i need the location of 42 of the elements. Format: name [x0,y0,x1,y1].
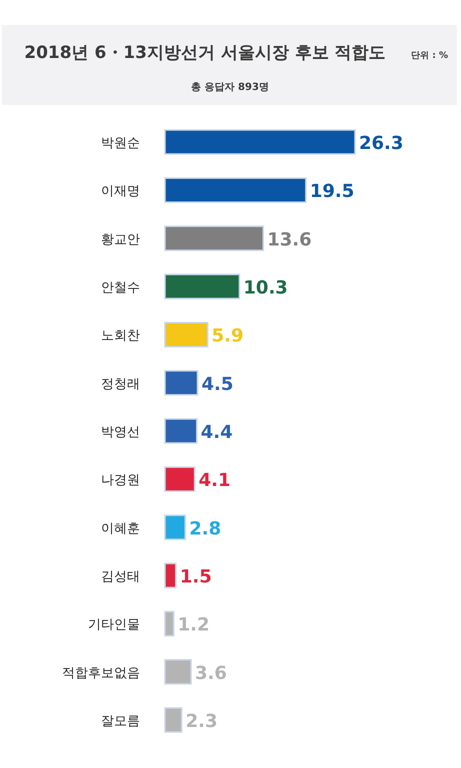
data-label: 1.2 [178,614,210,636]
bar [164,466,196,492]
bar [164,610,174,636]
y-tick-label: 황교안 [101,232,140,248]
y-tick-label: 박영선 [101,425,140,440]
y-tick-label: 정청래 [101,376,140,392]
chart-title: 2018년 6・13지방선거 서울시장 후보 적합도 [24,43,386,63]
data-label: 10.3 [243,278,288,298]
y-tick-label: 안철수 [101,280,140,296]
data-label: 4.1 [198,470,231,492]
chart-subtitle: 총 응답자 893명 [191,82,269,93]
bar [164,129,356,155]
y-tick-label: 김성태 [101,570,140,584]
y-tick-label: 나경원 [101,473,140,488]
bar [164,659,192,685]
bar [164,370,198,396]
text: 단위 : % [411,51,448,61]
bar [164,274,240,300]
bar [164,514,186,540]
data-label: 4.4 [200,422,233,443]
data-label: 4.5 [202,374,234,395]
data-label: 19.5 [310,181,354,202]
data-label: 13.6 [267,229,312,250]
data-label: 26.3 [359,133,404,154]
data-label: 2.8 [189,518,222,540]
y-tick-label: 기타인물 [88,618,140,633]
bar [164,562,177,588]
data-label: 1.5 [180,566,212,588]
bar [164,177,307,203]
y-tick-label: 박원순 [101,136,140,151]
y-tick-label: 잘모름 [101,714,140,729]
y-tick-label: 적합후보없음 [62,666,140,681]
data-label: 5.9 [212,326,244,347]
data-label: 3.6 [195,662,227,684]
y-tick-label: 이혜훈 [101,521,140,536]
bar [164,226,264,252]
data-label: 2.3 [186,711,218,732]
bar [164,322,208,348]
y-tick-label: 노회찬 [101,328,140,344]
bar [164,418,198,444]
bar [164,707,182,733]
y-tick-label: 이재명 [101,184,140,200]
